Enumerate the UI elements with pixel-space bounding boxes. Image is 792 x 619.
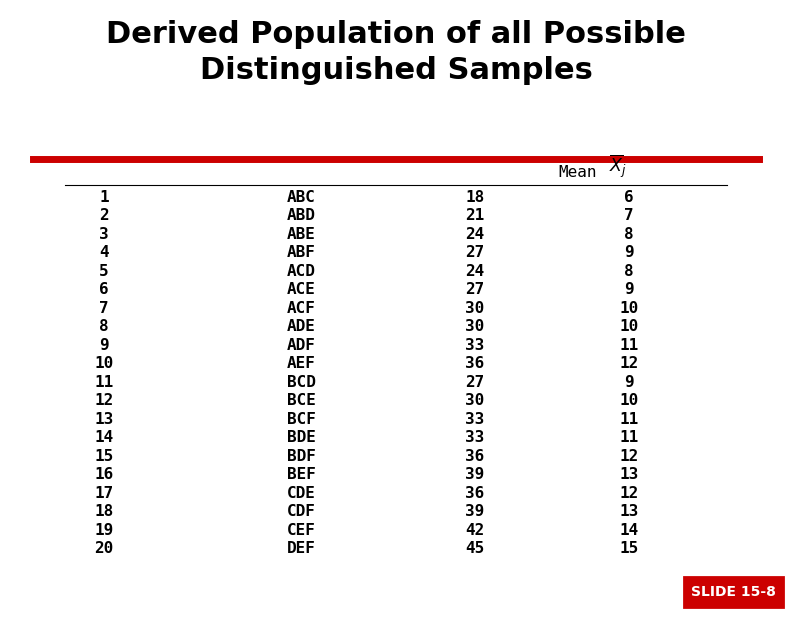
Text: 11: 11 (619, 412, 638, 426)
Text: 42: 42 (465, 522, 485, 538)
Text: 27: 27 (465, 245, 485, 261)
Text: ABF: ABF (287, 245, 316, 261)
Text: 24: 24 (465, 227, 485, 242)
Text: CEF: CEF (287, 522, 316, 538)
Text: 30: 30 (465, 393, 485, 409)
Text: 36: 36 (465, 486, 485, 501)
Text: 11: 11 (94, 375, 113, 390)
Text: 20: 20 (94, 541, 113, 556)
Text: 36: 36 (465, 449, 485, 464)
Text: 1: 1 (99, 190, 109, 205)
Text: 8: 8 (624, 227, 634, 242)
Text: BCD: BCD (287, 375, 316, 390)
Text: 7: 7 (624, 209, 634, 223)
Text: 36: 36 (465, 357, 485, 371)
Text: 11: 11 (619, 430, 638, 445)
Text: BDE: BDE (287, 430, 316, 445)
Text: 9: 9 (624, 282, 634, 297)
Text: 12: 12 (619, 357, 638, 371)
Text: ABD: ABD (287, 209, 316, 223)
Text: 15: 15 (619, 541, 638, 556)
Text: BEF: BEF (287, 467, 316, 482)
Text: ABE: ABE (287, 227, 316, 242)
Text: 45: 45 (465, 541, 485, 556)
Text: 19: 19 (94, 522, 113, 538)
Text: SLIDE 15-8: SLIDE 15-8 (691, 585, 776, 599)
Text: 18: 18 (465, 190, 485, 205)
Text: 13: 13 (619, 467, 638, 482)
Text: 12: 12 (619, 486, 638, 501)
Text: Derived Population of all Possible
Distinguished Samples: Derived Population of all Possible Disti… (106, 20, 686, 85)
Text: CDF: CDF (287, 504, 316, 519)
Text: 15: 15 (94, 449, 113, 464)
Text: BCE: BCE (287, 393, 316, 409)
Text: 39: 39 (465, 504, 485, 519)
Text: 13: 13 (94, 412, 113, 426)
Text: $\overline{X}_j$: $\overline{X}_j$ (609, 153, 627, 180)
Text: 13: 13 (619, 504, 638, 519)
Text: 7: 7 (99, 301, 109, 316)
Text: BDF: BDF (287, 449, 316, 464)
Text: ACE: ACE (287, 282, 316, 297)
Text: 9: 9 (624, 375, 634, 390)
Text: 10: 10 (619, 301, 638, 316)
Text: 33: 33 (465, 430, 485, 445)
Text: 39: 39 (465, 467, 485, 482)
Text: 8: 8 (624, 264, 634, 279)
Text: AEF: AEF (287, 357, 316, 371)
Text: 21: 21 (465, 209, 485, 223)
Text: 12: 12 (619, 449, 638, 464)
Text: 27: 27 (465, 282, 485, 297)
Text: 4: 4 (99, 245, 109, 261)
Text: 18: 18 (94, 504, 113, 519)
Text: 5: 5 (99, 264, 109, 279)
Text: 6: 6 (624, 190, 634, 205)
Text: 17: 17 (94, 486, 113, 501)
Text: 3: 3 (99, 227, 109, 242)
Text: ABC: ABC (287, 190, 316, 205)
FancyBboxPatch shape (684, 577, 782, 607)
Text: 24: 24 (465, 264, 485, 279)
Text: 16: 16 (94, 467, 113, 482)
Text: ACD: ACD (287, 264, 316, 279)
Text: 2: 2 (99, 209, 109, 223)
Text: 12: 12 (94, 393, 113, 409)
Text: 9: 9 (624, 245, 634, 261)
Text: ADF: ADF (287, 338, 316, 353)
Text: 33: 33 (465, 338, 485, 353)
Text: 14: 14 (619, 522, 638, 538)
Text: 6: 6 (99, 282, 109, 297)
Text: DEF: DEF (287, 541, 316, 556)
Text: 30: 30 (465, 301, 485, 316)
Text: 27: 27 (465, 375, 485, 390)
Text: BCF: BCF (287, 412, 316, 426)
Text: 10: 10 (619, 319, 638, 334)
Text: 10: 10 (619, 393, 638, 409)
Text: ACF: ACF (287, 301, 316, 316)
Text: 9: 9 (99, 338, 109, 353)
Text: 10: 10 (94, 357, 113, 371)
Text: ADE: ADE (287, 319, 316, 334)
Text: 8: 8 (99, 319, 109, 334)
Text: 14: 14 (94, 430, 113, 445)
Text: 33: 33 (465, 412, 485, 426)
Text: CDE: CDE (287, 486, 316, 501)
Text: 11: 11 (619, 338, 638, 353)
Text: 30: 30 (465, 319, 485, 334)
Text: Mean: Mean (558, 165, 597, 180)
